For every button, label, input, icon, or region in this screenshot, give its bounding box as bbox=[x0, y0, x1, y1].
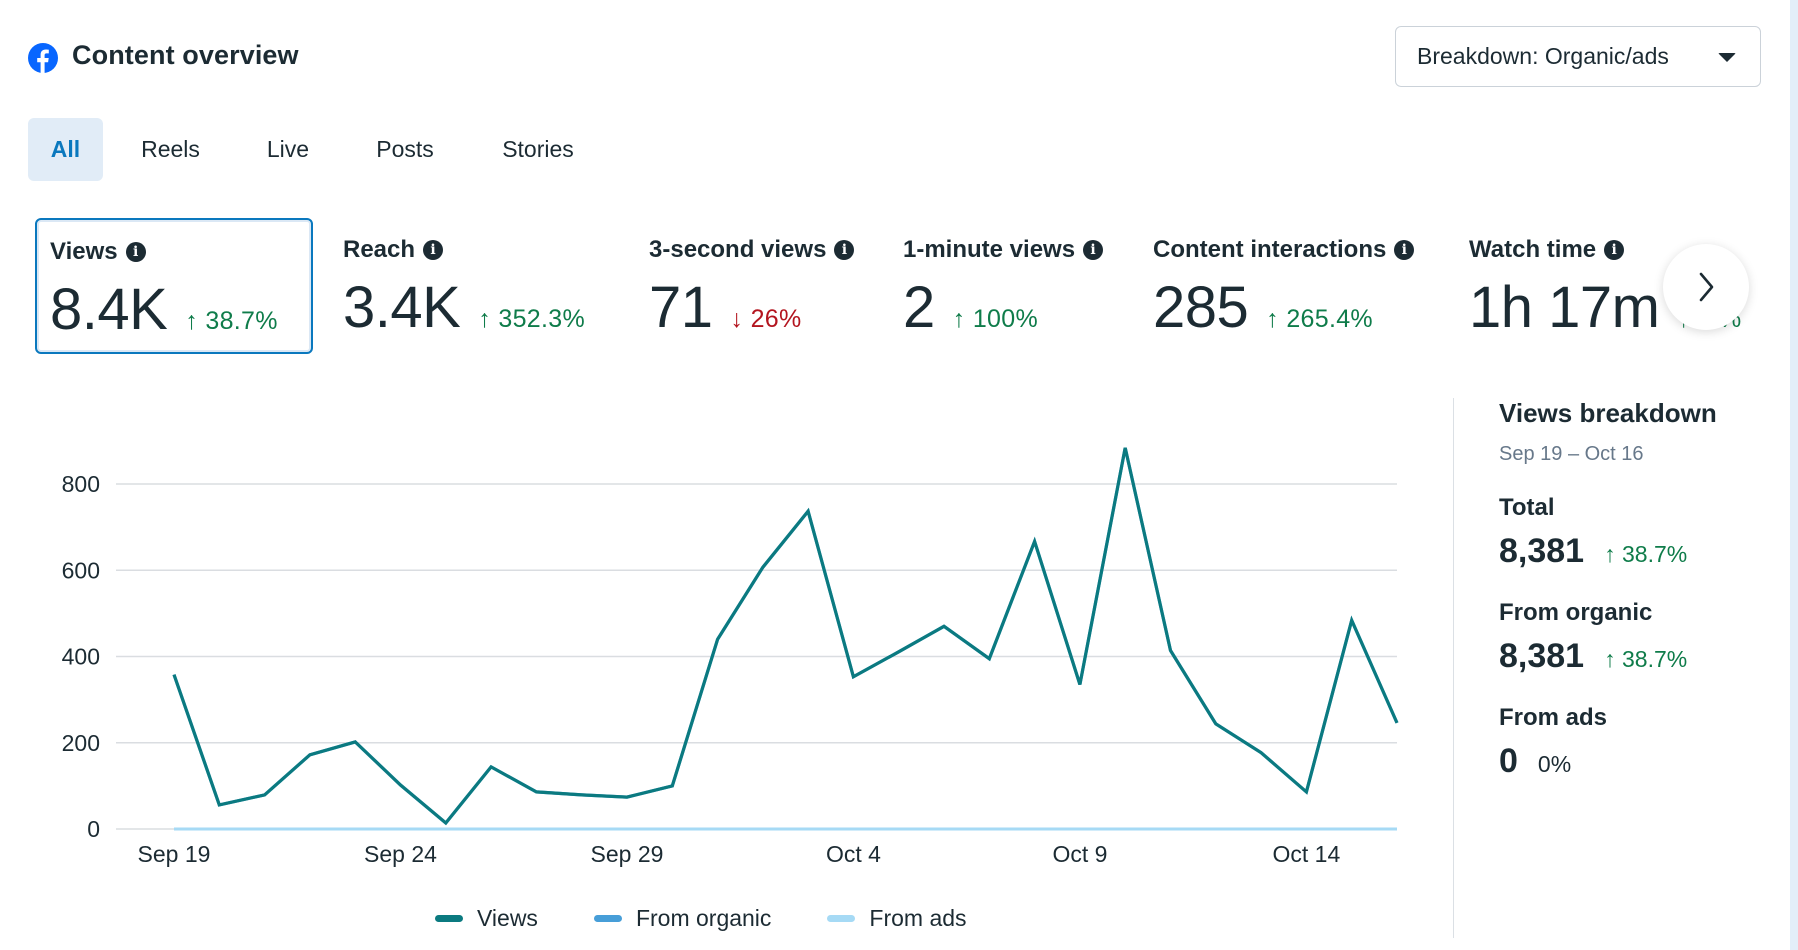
y-tick-label: 800 bbox=[62, 471, 100, 497]
panel-divider bbox=[1453, 398, 1454, 938]
legend-item-views[interactable]: Views bbox=[435, 905, 538, 932]
views-breakdown-panel: Views breakdown Sep 19 – Oct 16 Total 8,… bbox=[1499, 398, 1779, 781]
series-line-from-organic bbox=[172, 447, 1399, 826]
info-icon[interactable]: i bbox=[125, 242, 146, 262]
metric-views[interactable]: Views i 8.4K ↑ 38.7% bbox=[35, 218, 313, 354]
breakdown-dropdown-label: Breakdown: Organic/ads bbox=[1417, 43, 1669, 69]
chevron-right-icon bbox=[1699, 272, 1714, 302]
arrow-down-icon: ↓ bbox=[730, 305, 744, 333]
y-tick-label: 0 bbox=[87, 816, 100, 842]
metric-3-second-views[interactable]: 3-second views i 71 ↓ 26% bbox=[636, 218, 886, 354]
page-title: Content overview bbox=[72, 40, 299, 70]
metric-change: ↓ 26% bbox=[730, 305, 802, 333]
tab-stories[interactable]: Stories bbox=[472, 118, 604, 181]
info-icon[interactable]: i bbox=[423, 240, 444, 260]
arrow-up-icon: ↑ bbox=[952, 305, 966, 333]
metrics-row: Views i 8.4K ↑ 38.7% Reach i 3.4K ↑ 352.3% 3… bbox=[0, 0, 1762, 370]
x-tick-label: Oct 14 bbox=[1273, 841, 1341, 867]
content-type-tabs: All Reels Live Posts Stories bbox=[28, 118, 604, 181]
section-value: 0 bbox=[1499, 742, 1518, 780]
metric-label: Content interactions i bbox=[1153, 236, 1415, 264]
metric-value: 71 ↓ 26% bbox=[649, 275, 802, 340]
arrow-up-icon: ↑ bbox=[185, 307, 199, 335]
metric-label: 3-second views i bbox=[649, 236, 855, 264]
section-change: ↑ 38.7% bbox=[1604, 646, 1688, 672]
x-tick-label: Sep 29 bbox=[591, 841, 664, 867]
y-tick-label: 600 bbox=[62, 557, 100, 583]
metric-label: Views i bbox=[50, 238, 146, 266]
section-value: 8,381 bbox=[1499, 637, 1585, 675]
arrow-up-icon: ↑ bbox=[1604, 541, 1616, 567]
metric-value: 2 ↑ 100% bbox=[903, 275, 1038, 340]
legend-item-from-organic[interactable]: From organic bbox=[593, 905, 772, 932]
breakdown-dropdown[interactable]: Breakdown: Organic/ads bbox=[1395, 26, 1761, 87]
metric-reach[interactable]: Reach i 3.4K ↑ 352.3% bbox=[330, 218, 620, 354]
chart-legend: Views From organic From ads bbox=[435, 905, 1023, 932]
breakdown-from-ads: From ads 0 0% bbox=[1499, 704, 1779, 781]
metric-label: 1-minute views i bbox=[903, 236, 1104, 264]
legend-label: Views bbox=[477, 905, 538, 931]
section-change: 0% bbox=[1537, 751, 1572, 777]
metric-value: 3.4K ↑ 352.3% bbox=[343, 275, 585, 340]
scrollbar-track[interactable] bbox=[1790, 0, 1798, 950]
metric-change: ↑ 38.7% bbox=[185, 307, 278, 335]
tab-label: Live bbox=[266, 136, 310, 162]
tab-all[interactable]: All bbox=[28, 118, 103, 181]
section-label: From organic bbox=[1499, 599, 1653, 626]
section-value: 8,381 bbox=[1499, 532, 1585, 570]
metric-change: ↑ 265.4% bbox=[1266, 305, 1373, 333]
y-tick-label: 200 bbox=[62, 730, 100, 756]
legend-label: From ads bbox=[869, 905, 967, 931]
panel-title: Views breakdown bbox=[1499, 398, 1717, 428]
breakdown-from-organic: From organic 8,381 ↑ 38.7% bbox=[1499, 599, 1779, 676]
info-icon[interactable]: i bbox=[1604, 240, 1625, 260]
tab-reels[interactable]: Reels bbox=[103, 118, 238, 181]
section-label: From ads bbox=[1499, 704, 1608, 731]
legend-item-from-ads[interactable]: From ads bbox=[827, 905, 967, 932]
tab-label: All bbox=[50, 136, 81, 162]
legend-swatch bbox=[435, 915, 463, 922]
metric-change: ↑ 100% bbox=[952, 305, 1038, 333]
x-tick-label: Oct 9 bbox=[1052, 841, 1107, 867]
metric-1-minute-views[interactable]: 1-minute views i 2 ↑ 100% bbox=[890, 218, 1140, 354]
series-line-views bbox=[172, 447, 1399, 826]
next-metrics-button[interactable] bbox=[1663, 244, 1749, 330]
tab-live[interactable]: Live bbox=[238, 118, 338, 181]
x-tick-label: Sep 24 bbox=[364, 841, 437, 867]
views-line-chart: 0 200 400 600 800 Sep 19 Sep 24 Sep 29 Oct 4 Oct … bbox=[62, 447, 1399, 867]
section-label: Total bbox=[1499, 494, 1555, 521]
legend-swatch bbox=[827, 915, 856, 922]
x-tick-label: Sep 19 bbox=[138, 841, 211, 867]
facebook-icon bbox=[28, 43, 58, 73]
arrow-up-icon: ↑ bbox=[478, 305, 492, 333]
legend-label: From organic bbox=[635, 905, 772, 931]
info-icon[interactable]: i bbox=[1394, 240, 1415, 260]
breakdown-total: Total 8,381 ↑ 38.7% bbox=[1499, 494, 1779, 571]
legend-swatch bbox=[593, 915, 622, 922]
tab-posts[interactable]: Posts bbox=[338, 118, 472, 181]
metric-label: Watch time i bbox=[1469, 236, 1625, 264]
tab-label: Reels bbox=[141, 136, 200, 162]
metric-value: 8.4K ↑ 38.7% bbox=[50, 277, 278, 342]
metric-label: Reach i bbox=[343, 236, 444, 264]
metric-content-interactions[interactable]: Content interactions i 285 ↑ 265.4% bbox=[1140, 218, 1450, 354]
info-icon[interactable]: i bbox=[834, 240, 855, 260]
y-tick-label: 400 bbox=[62, 644, 100, 670]
metric-value: 285 ↑ 265.4% bbox=[1153, 275, 1373, 340]
x-tick-label: Oct 4 bbox=[826, 841, 881, 867]
section-change: ↑ 38.7% bbox=[1604, 541, 1688, 567]
tab-label: Posts bbox=[376, 136, 434, 162]
tab-label: Stories bbox=[502, 136, 574, 162]
panel-date-range: Sep 19 – Oct 16 bbox=[1499, 443, 1644, 465]
arrow-up-icon: ↑ bbox=[1604, 646, 1616, 672]
metric-change: ↑ 352.3% bbox=[478, 305, 585, 333]
info-icon[interactable]: i bbox=[1083, 240, 1104, 260]
caret-down-icon bbox=[1718, 53, 1736, 62]
arrow-up-icon: ↑ bbox=[1266, 305, 1280, 333]
